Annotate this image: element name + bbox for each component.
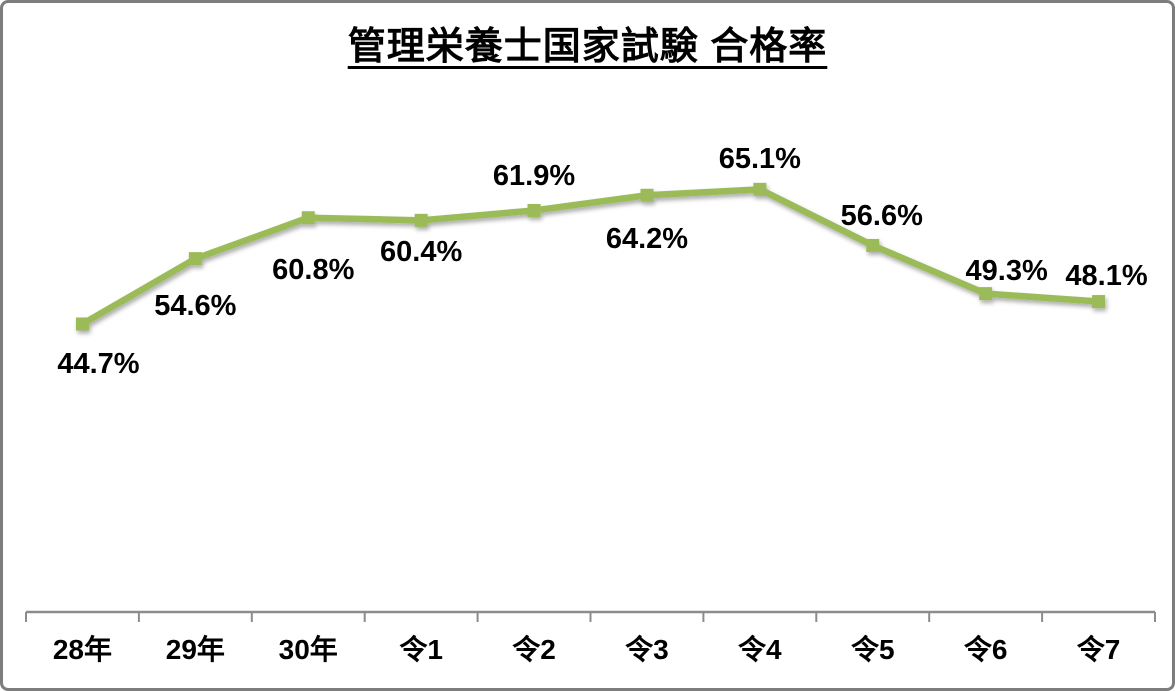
line-chart — [25, 182, 1156, 622]
data-point-marker — [527, 203, 541, 217]
data-label: 65.1% — [718, 143, 801, 176]
data-point-marker — [640, 188, 654, 202]
x-axis-label: 令7 — [1076, 634, 1121, 665]
chart-title: 管理栄養士国家試験 合格率 — [3, 15, 1172, 70]
x-axis-label: 29年 — [165, 634, 225, 665]
x-axis-label: 令1 — [399, 634, 443, 665]
data-label: 64.2% — [605, 223, 689, 256]
x-axis-label: 令4 — [738, 634, 782, 665]
x-axis-label: 令2 — [512, 634, 556, 665]
x-axis-label: 28年 — [52, 634, 113, 665]
x-axis-label: 令3 — [625, 634, 669, 665]
data-label: 44.7% — [57, 347, 140, 380]
data-label: 49.3% — [965, 254, 1048, 287]
data-point-marker — [1092, 295, 1106, 309]
data-label: 61.9% — [492, 160, 576, 193]
data-point-marker — [188, 252, 202, 266]
data-point-marker — [753, 182, 767, 196]
x-axis-label: 令6 — [963, 634, 1008, 665]
data-point-marker — [866, 238, 880, 252]
data-label: 60.8% — [272, 253, 355, 286]
data-point-marker — [414, 213, 428, 227]
x-axis-label: 30年 — [278, 634, 338, 665]
data-point-marker — [979, 287, 993, 301]
x-axis-label: 令5 — [850, 634, 895, 665]
data-point-marker — [75, 317, 89, 331]
data-label: 54.6% — [154, 289, 237, 322]
chart-title-text: 管理栄養士国家試験 合格率 — [347, 26, 828, 68]
data-label: 56.6% — [840, 200, 923, 233]
data-label: 48.1% — [1065, 259, 1148, 292]
data-label: 60.4% — [380, 236, 463, 269]
pass-rate-series — [75, 182, 1106, 331]
data-point-marker — [301, 211, 315, 225]
pass-rate-line — [79, 186, 1102, 328]
